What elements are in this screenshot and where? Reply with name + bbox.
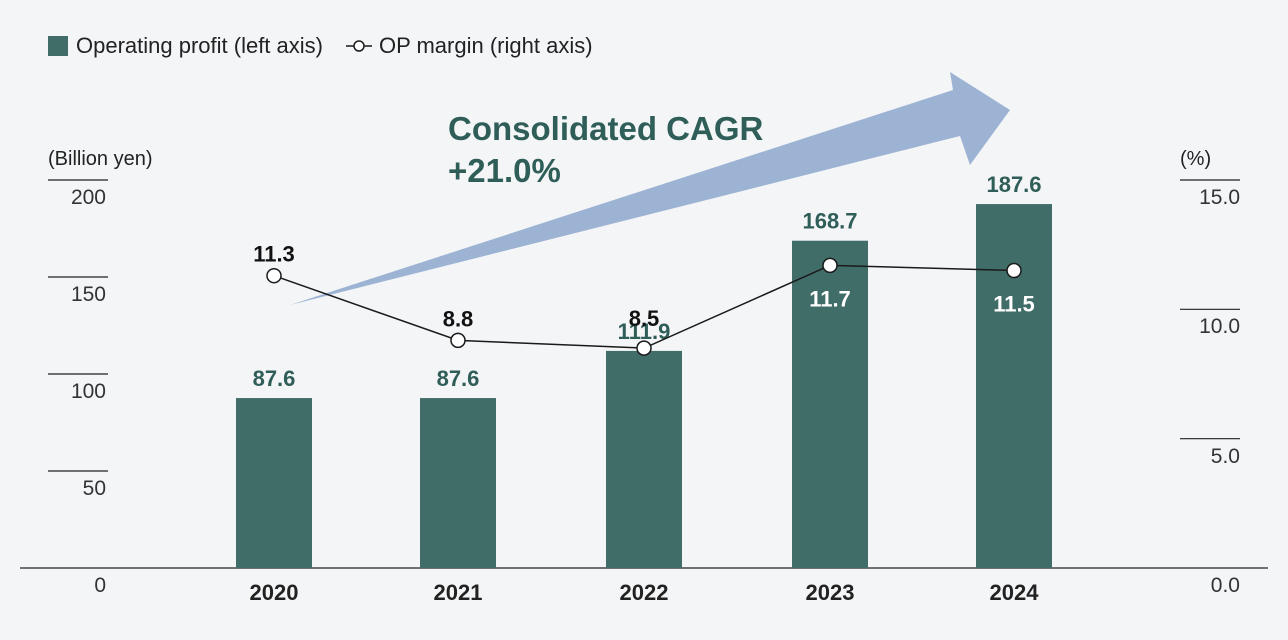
- cagr-title: Consolidated CAGR: [448, 110, 764, 147]
- bar-value-label: 87.6: [253, 366, 296, 391]
- left-axis-tick-label: 0: [94, 574, 106, 597]
- cagr-arrow-icon: [290, 72, 1010, 305]
- bar: [976, 204, 1052, 568]
- margin-value-label: 11.3: [253, 242, 295, 267]
- bar-value-label: 87.6: [437, 366, 480, 391]
- legend: Operating profit (left axis) OP margin (…: [48, 32, 593, 60]
- left-axis-unit: (Billion yen): [48, 148, 153, 170]
- left-axis-tick-label: 150: [70, 283, 106, 306]
- left-axis-tick-label: 50: [82, 477, 106, 500]
- right-axis-unit: (%): [1180, 148, 1212, 170]
- legend-line-marker-icon: [345, 40, 372, 52]
- legend-bar-swatch: [48, 36, 68, 56]
- margin-point: [266, 267, 282, 284]
- x-axis-category-label: 2022: [620, 580, 669, 605]
- bar-value-label: 168.7: [802, 209, 857, 234]
- cagr-value: +21.0%: [448, 152, 561, 189]
- legend-bar-label: Operating profit (left axis): [76, 33, 323, 58]
- bar: [236, 398, 312, 568]
- margin-value-label: 11.7: [809, 286, 851, 311]
- margin-value-label: 8.8: [443, 306, 474, 331]
- right-axis-tick-label: 0.0: [1210, 574, 1240, 597]
- x-axis-category-label: 2021: [434, 580, 483, 605]
- right-axis-tick-label: 5.0: [1210, 444, 1240, 468]
- left-axis-tick-label: 200: [70, 186, 106, 209]
- bar: [792, 240, 868, 569]
- bar: [606, 350, 682, 568]
- left-axis-tick-label: 100: [70, 380, 106, 403]
- margin-value-label: 8.5: [629, 306, 660, 331]
- right-axis-tick-label: 15.0: [1199, 186, 1240, 209]
- bar-value-label: 187.6: [986, 172, 1041, 197]
- margin-point: [450, 332, 466, 349]
- x-axis-category-label: 2020: [250, 580, 299, 605]
- margin-point: [822, 257, 838, 274]
- right-axis-tick-label: 10.0: [1199, 315, 1240, 339]
- cagr-annotation: Consolidated CAGR +21.0%: [448, 108, 763, 192]
- x-axis-category-label: 2024: [990, 580, 1040, 605]
- margin-point: [1006, 262, 1022, 279]
- x-axis-category-label: 2023: [806, 580, 855, 605]
- bar: [420, 398, 496, 568]
- legend-line-label: OP margin (right axis): [378, 33, 593, 58]
- margin-value-label: 11.5: [993, 292, 1035, 317]
- margin-point: [636, 340, 652, 356]
